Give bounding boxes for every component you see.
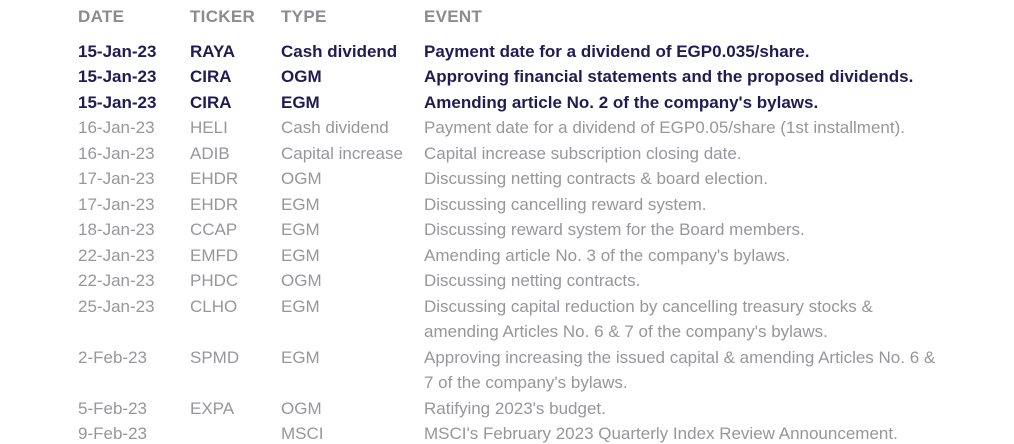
cell-event: Amending article No. 3 of the company's … [424, 245, 791, 265]
cell-type: OGM [281, 398, 322, 418]
cell-date: 15-Jan-23 [78, 41, 157, 61]
table-row: 16-Jan-23 ADIB Capital increase Capital … [78, 141, 1014, 167]
cell-ticker: EXPA [190, 398, 235, 418]
table-header: DATE TICKER TYPE EVENT [78, 4, 1014, 30]
cell-date: 22-Jan-23 [78, 271, 155, 290]
cell-event: Ratifying 2023's budget. [424, 398, 606, 418]
table-row: 9-Feb-23 MSCI MSCI's February 2023 Quart… [78, 421, 1014, 444]
cell-type: OGM [281, 169, 322, 188]
cell-event: Discussing reward system for the Board m… [424, 220, 805, 239]
cell-date: 25-Jan-23 [78, 296, 155, 316]
table-row: 17-Jan-23 EHDR EGM Discussing cancelling… [78, 192, 1014, 218]
cell-ticker: RAYA [190, 41, 236, 61]
table-row: 15-Jan-23 RAYA Cash dividend Payment dat… [78, 39, 1014, 65]
cell-event: Capital increase subscription closing da… [424, 143, 742, 163]
table-row: 2-Feb-23 SPMD EGM Approving increasing t… [78, 345, 1014, 396]
cell-ticker: CIRA [190, 92, 232, 112]
column-header-date: DATE [78, 7, 125, 26]
column-header-event: EVENT [424, 7, 483, 26]
cell-ticker: ADIB [190, 143, 230, 163]
cell-date: 15-Jan-23 [78, 92, 157, 112]
cell-type: Cash dividend [281, 41, 398, 61]
cell-ticker: EHDR [190, 169, 239, 188]
cell-date: 17-Jan-23 [78, 169, 155, 188]
cell-ticker: SPMD [190, 347, 240, 367]
cell-type: EGM [281, 194, 320, 214]
cell-ticker: CCAP [190, 220, 238, 239]
table-row: 17-Jan-23 EHDR OGM Discussing netting co… [78, 166, 1014, 192]
cell-event: Discussing netting contracts & board ele… [424, 169, 768, 188]
cell-type: EGM [281, 296, 320, 316]
cell-type: Capital increase [281, 143, 403, 163]
cell-ticker: EMFD [190, 245, 239, 265]
cell-ticker: PHDC [190, 271, 239, 290]
table-row: 16-Jan-23 HELI Cash dividend Payment dat… [78, 115, 1014, 141]
table-row: 22-Jan-23 EMFD EGM Amending article No. … [78, 243, 1014, 269]
cell-type: OGM [281, 67, 322, 86]
cell-event: Approving financial statements and the p… [424, 67, 914, 86]
cell-date: 16-Jan-23 [78, 118, 155, 137]
cell-event: Approving increasing the issued capital … [424, 347, 936, 393]
cell-type: EGM [281, 347, 320, 367]
cell-date: 2-Feb-23 [78, 347, 147, 367]
cell-type: EGM [281, 245, 320, 265]
cell-ticker: HELI [190, 118, 228, 137]
column-header-ticker: TICKER [190, 7, 256, 26]
cell-type: EGM [281, 220, 320, 239]
cell-type: EGM [281, 92, 320, 112]
cell-event: Discussing capital reduction by cancelli… [424, 296, 873, 342]
cell-ticker: CLHO [190, 296, 238, 316]
cell-event: Discussing cancelling reward system. [424, 194, 707, 214]
table-row: 15-Jan-23 CIRA OGM Approving financial s… [78, 64, 1014, 90]
cell-event: MSCI's February 2023 Quarterly Index Rev… [424, 424, 898, 443]
cell-date: 17-Jan-23 [78, 194, 155, 214]
cell-date: 16-Jan-23 [78, 143, 155, 163]
cell-event: Amending article No. 2 of the company's … [424, 92, 819, 112]
cell-type: Cash dividend [281, 118, 389, 137]
cell-event: Payment date for a dividend of EGP0.05/s… [424, 118, 905, 137]
cell-date: 15-Jan-23 [78, 67, 157, 86]
cell-event: Discussing netting contracts. [424, 271, 641, 290]
cell-ticker: CIRA [190, 67, 232, 86]
cell-date: 18-Jan-23 [78, 220, 155, 239]
table-row: 15-Jan-23 CIRA EGM Amending article No. … [78, 90, 1014, 116]
cell-ticker: EHDR [190, 194, 239, 214]
cell-date: 5-Feb-23 [78, 398, 147, 418]
cell-type: MSCI [281, 424, 324, 443]
table-row: 5-Feb-23 EXPA OGM Ratifying 2023's budge… [78, 396, 1014, 422]
table-row: 25-Jan-23 CLHO EGM Discussing capital re… [78, 294, 1014, 345]
table-row: 18-Jan-23 CCAP EGM Discussing reward sys… [78, 217, 1014, 243]
table-body: 15-Jan-23 RAYA Cash dividend Payment dat… [78, 39, 1014, 444]
table-row: 22-Jan-23 PHDC OGM Discussing netting co… [78, 268, 1014, 294]
cell-event: Payment date for a dividend of EGP0.035/… [424, 41, 810, 61]
cell-date: 9-Feb-23 [78, 424, 147, 443]
cell-type: OGM [281, 271, 322, 290]
cell-date: 22-Jan-23 [78, 245, 155, 265]
column-header-type: TYPE [281, 7, 327, 26]
